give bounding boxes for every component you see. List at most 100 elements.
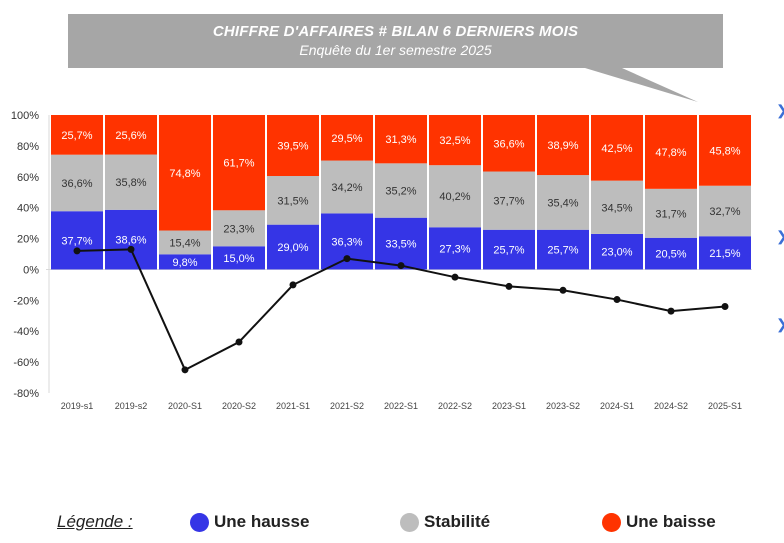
bar-segment-baisse bbox=[483, 115, 535, 172]
y-tick-label: 60% bbox=[17, 172, 39, 184]
bar-segment-stabilite bbox=[645, 188, 697, 238]
x-tick-label: 2022-S2 bbox=[438, 401, 472, 411]
balance-point bbox=[613, 296, 621, 304]
bar-segment-stabilite bbox=[699, 185, 751, 237]
data-label: 21,5% bbox=[709, 248, 740, 260]
chevron-right-icon: ❯ bbox=[776, 316, 784, 333]
bar-segment-stabilite bbox=[375, 163, 427, 218]
data-label: 25,6% bbox=[115, 130, 146, 142]
data-label: 20,5% bbox=[655, 249, 686, 261]
bar-segment-hausse bbox=[483, 229, 535, 270]
bar-segment-stabilite bbox=[51, 154, 103, 212]
balance-point bbox=[181, 366, 189, 374]
y-tick-label: -60% bbox=[13, 357, 39, 369]
data-label: 25,7% bbox=[61, 130, 92, 142]
balance-point bbox=[667, 307, 675, 315]
y-tick-label: -40% bbox=[13, 326, 39, 338]
bar-segment-baisse bbox=[51, 115, 103, 155]
bar-segment-hausse bbox=[591, 233, 643, 270]
bar-segment-stabilite bbox=[483, 171, 535, 230]
balance-point bbox=[73, 247, 81, 255]
legend-dot-stabilite bbox=[400, 512, 419, 532]
bar-segment-hausse bbox=[105, 209, 157, 270]
chart-title: CHIFFRE D'AFFAIRES # BILAN 6 DERNIERS MO… bbox=[212, 23, 579, 40]
y-tick-label: 20% bbox=[17, 234, 39, 246]
balance-point bbox=[721, 303, 729, 311]
bar-segment-baisse bbox=[645, 115, 697, 189]
data-label: 23,3% bbox=[223, 223, 254, 235]
legend-dot-hausse bbox=[190, 512, 209, 532]
data-label: 15,0% bbox=[223, 253, 254, 265]
data-label: 15,4% bbox=[169, 237, 200, 249]
bar-segment-hausse bbox=[375, 217, 427, 270]
x-tick-label: 2023-S1 bbox=[492, 401, 526, 411]
x-tick-label: 2025-S1 bbox=[708, 401, 742, 411]
data-label: 38,9% bbox=[547, 140, 578, 152]
chevron-right-icon: ❯ bbox=[776, 228, 784, 245]
balance-point bbox=[397, 262, 405, 270]
data-label: 32,7% bbox=[709, 206, 740, 218]
bar-segment-baisse bbox=[321, 115, 373, 161]
chevron-right-icon: ❯ bbox=[776, 102, 784, 119]
data-label: 32,5% bbox=[439, 135, 470, 147]
legend-label-stabilite: Stabilité bbox=[424, 512, 491, 531]
balance-point bbox=[289, 281, 297, 289]
balance-point bbox=[559, 286, 567, 294]
balance-point bbox=[505, 282, 513, 290]
data-label: 40,2% bbox=[439, 191, 470, 203]
legend-dot-baisse bbox=[602, 512, 621, 532]
data-label: 38,6% bbox=[115, 235, 146, 247]
x-tick-label: 2024-S1 bbox=[600, 401, 634, 411]
data-label: 35,2% bbox=[385, 186, 416, 198]
data-label: 36,3% bbox=[331, 236, 362, 248]
x-tick-label: 2022-S1 bbox=[384, 401, 418, 411]
bar-segment-hausse bbox=[537, 229, 589, 270]
data-label: 29,0% bbox=[277, 242, 308, 254]
bar-segment-hausse bbox=[51, 211, 103, 270]
bar-segment-hausse bbox=[645, 237, 697, 270]
legend-label-baisse: Une baisse bbox=[626, 512, 716, 531]
x-tick-label: 2021-S1 bbox=[276, 401, 310, 411]
balance-point bbox=[127, 245, 135, 253]
data-label: 74,8% bbox=[169, 168, 200, 180]
legend-item-baisse: Une baisse bbox=[602, 512, 716, 532]
y-tick-label: 0% bbox=[23, 264, 39, 276]
data-label: 31,3% bbox=[385, 134, 416, 146]
bar-segment-hausse bbox=[699, 236, 751, 270]
bar-segment-baisse bbox=[699, 115, 751, 186]
data-label: 27,3% bbox=[439, 243, 470, 255]
bar-segment-stabilite bbox=[159, 230, 211, 255]
data-label: 36,6% bbox=[493, 138, 524, 150]
data-label: 45,8% bbox=[709, 145, 740, 157]
data-label: 23,0% bbox=[601, 247, 632, 259]
bar-segment-stabilite bbox=[213, 210, 265, 247]
bar-segment-baisse bbox=[213, 115, 265, 211]
data-label: 29,5% bbox=[331, 133, 362, 145]
x-tick-label: 2020-S1 bbox=[168, 401, 202, 411]
data-label: 39,5% bbox=[277, 141, 308, 153]
x-tick-label: 2021-S2 bbox=[330, 401, 364, 411]
data-label: 35,4% bbox=[547, 197, 578, 209]
bar-segment-hausse bbox=[429, 227, 481, 270]
bar-segment-hausse bbox=[267, 224, 319, 270]
bar-segment-baisse bbox=[267, 115, 319, 177]
data-label: 31,5% bbox=[277, 195, 308, 207]
y-tick-label: 40% bbox=[17, 203, 39, 215]
data-label: 35,8% bbox=[115, 177, 146, 189]
data-label: 31,7% bbox=[655, 208, 686, 220]
bar-segment-stabilite bbox=[321, 160, 373, 214]
bar-segment-baisse bbox=[159, 115, 211, 231]
x-tick-label: 2020-S2 bbox=[222, 401, 256, 411]
data-label: 37,7% bbox=[61, 235, 92, 247]
bar-segment-stabilite bbox=[267, 176, 319, 225]
data-label: 34,2% bbox=[331, 182, 362, 194]
bar-segment-stabilite bbox=[429, 165, 481, 228]
legend-item-hausse: Une hausse bbox=[190, 512, 309, 532]
bar-segment-hausse bbox=[213, 246, 265, 270]
legend-label-hausse: Une hausse bbox=[214, 512, 310, 531]
data-label: 25,7% bbox=[493, 245, 524, 257]
data-label: 61,7% bbox=[223, 158, 254, 170]
x-tick-label: 2019-s1 bbox=[61, 401, 94, 411]
y-tick-label: -80% bbox=[13, 388, 39, 400]
stacked-bar-chart: 100% 80% 60% 40% 20% 0% -20% -40% -60% -80% 37,7% 3… bbox=[11, 110, 752, 411]
